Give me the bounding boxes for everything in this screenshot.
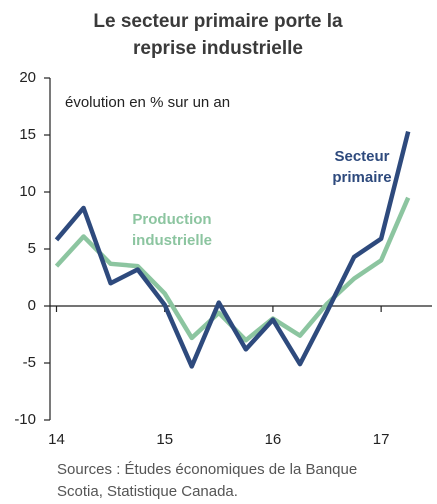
x-tick-label: 16 [265,431,282,448]
series-line [54,131,411,369]
y-tick-label: -5 [23,354,36,371]
x-tick-label: 17 [373,431,390,448]
x-tick-label: 14 [48,431,65,448]
chart-title: reprise industrielle [133,38,303,59]
chart-title: Le secteur primaire porte la [93,11,343,32]
series-label: industrielle [132,232,212,249]
y-tick-label: -10 [14,411,36,428]
y-tick-label: 10 [19,183,36,200]
y-tick-label: 0 [28,297,36,314]
series-label: primaire [332,169,391,186]
series-label: Secteur [334,148,389,165]
series-line [54,196,411,343]
source: Sources : Études économiques de la Banqu… [57,461,357,478]
series-label: Production [132,211,211,228]
source: Scotia, Statistique Canada. [57,483,238,500]
y-tick-label: 5 [28,240,36,257]
x-tick-label: 15 [156,431,173,448]
subtitle: évolution en % sur un an [65,94,230,111]
y-tick-label: 15 [19,126,36,143]
y-tick-label: 20 [19,69,36,86]
